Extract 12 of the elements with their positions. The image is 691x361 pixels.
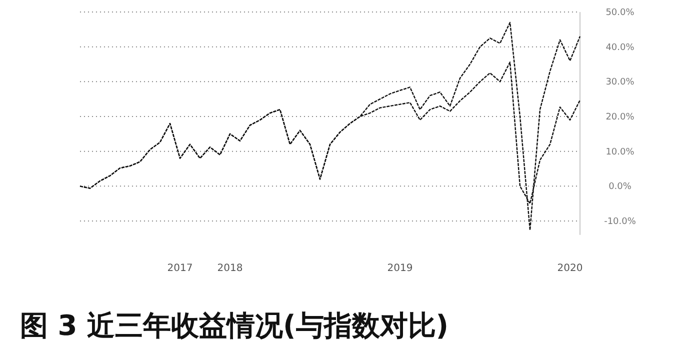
y-tick-label: 30.0%	[606, 78, 635, 88]
y-tick-label: 0.0%	[608, 182, 632, 192]
y-tick-label: 40.0%	[606, 42, 635, 53]
x-tick-label: 2017	[167, 263, 193, 274]
x-tick-label: 2018	[217, 263, 243, 274]
text: 图 3 近三年收益情况(与指数对比)	[20, 309, 449, 342]
y-tick-label: 20.0%	[606, 112, 635, 122]
x-tick-label: 2019	[387, 263, 413, 274]
y-tick-label: 10.0%	[606, 147, 635, 158]
y-tick-label: 50.0%	[606, 8, 635, 18]
y-tick-label: -10.0%	[604, 217, 636, 227]
x-tick-label: 2020	[557, 263, 583, 274]
